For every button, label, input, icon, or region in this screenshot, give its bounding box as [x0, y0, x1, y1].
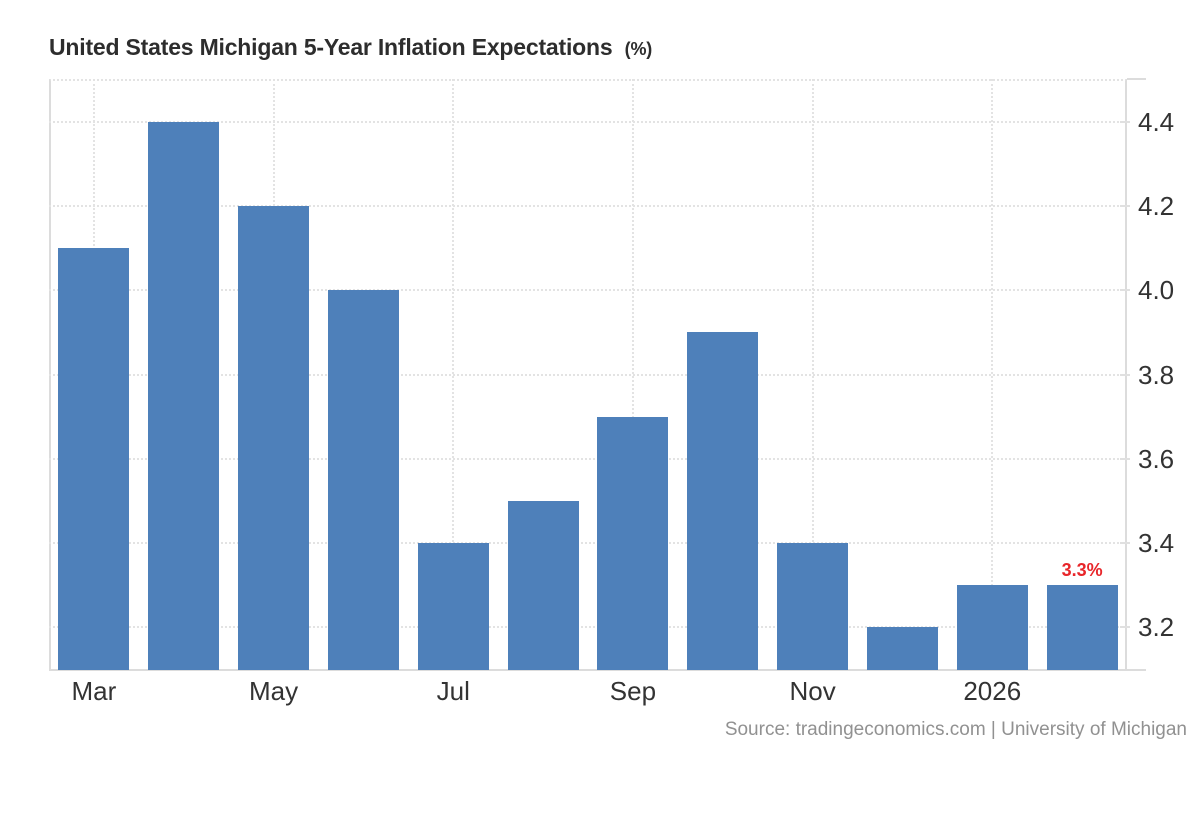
- bar-Jun[interactable]: [327, 290, 399, 670]
- bar-Dec[interactable]: [866, 626, 938, 670]
- x-gridline: [631, 79, 634, 670]
- x-axis-line: [49, 669, 1146, 671]
- y-axis-tick: [1120, 373, 1130, 376]
- bar-Nov[interactable]: [777, 542, 849, 670]
- bar-Apr[interactable]: [148, 122, 220, 670]
- y-axis-tick: [1120, 541, 1130, 544]
- chart-title-text: United States Michigan 5-Year Inflation …: [49, 34, 613, 60]
- x-gridline: [811, 79, 814, 670]
- bar-Oct[interactable]: [687, 332, 759, 670]
- bar-Mar[interactable]: [58, 248, 130, 670]
- y-axis-label: 3.6: [1138, 443, 1175, 474]
- x-gridline: [991, 79, 994, 670]
- y-axis-tick: [1120, 457, 1130, 460]
- bar-Aug[interactable]: [507, 500, 579, 670]
- y-axis-tick: [1120, 289, 1130, 292]
- x-axis-label: Sep: [609, 676, 657, 706]
- bar-May[interactable]: [238, 206, 310, 670]
- y-axis-label: 3.2: [1138, 611, 1175, 642]
- bar-2026[interactable]: [956, 584, 1028, 670]
- bar-Sep[interactable]: [597, 416, 669, 670]
- bar-Jul[interactable]: [417, 542, 489, 670]
- x-axis-label: 2026: [963, 676, 1022, 706]
- source-credit: Source: tradingeconomics.com | Universit…: [724, 719, 1187, 740]
- y-axis-label: 4.4: [1138, 107, 1175, 138]
- y-gridline: [49, 373, 1127, 376]
- y-axis-label: 3.4: [1138, 527, 1175, 558]
- chart-title: United States Michigan 5-Year Inflation …: [49, 34, 652, 61]
- y-gridline: [49, 457, 1127, 460]
- y-axis-label: 4.0: [1138, 275, 1175, 306]
- y-gridline: [49, 121, 1127, 124]
- y-gridline: [49, 205, 1127, 208]
- x-axis-label: Mar: [71, 676, 117, 706]
- latest-value-label: 3.3%: [1061, 559, 1103, 580]
- y-axis-tick: [1120, 625, 1130, 628]
- y-axis-tick: [1120, 205, 1130, 208]
- y-gridline: [49, 289, 1127, 292]
- y-axis-label: 3.8: [1138, 359, 1175, 390]
- y-gridline: [49, 625, 1127, 628]
- y-axis-tick: [1120, 121, 1130, 124]
- x-gridline: [452, 79, 455, 670]
- x-axis-label: Nov: [789, 676, 836, 706]
- y-gridline: [49, 541, 1127, 544]
- x-axis-label: May: [249, 676, 299, 706]
- bar-Feb[interactable]: [1046, 584, 1118, 670]
- y-axis-label: 4.2: [1138, 191, 1175, 222]
- x-axis-label: Jul: [436, 676, 470, 706]
- y-axis-top-tick: [1127, 78, 1146, 80]
- chart-title-unit: (%): [624, 39, 653, 59]
